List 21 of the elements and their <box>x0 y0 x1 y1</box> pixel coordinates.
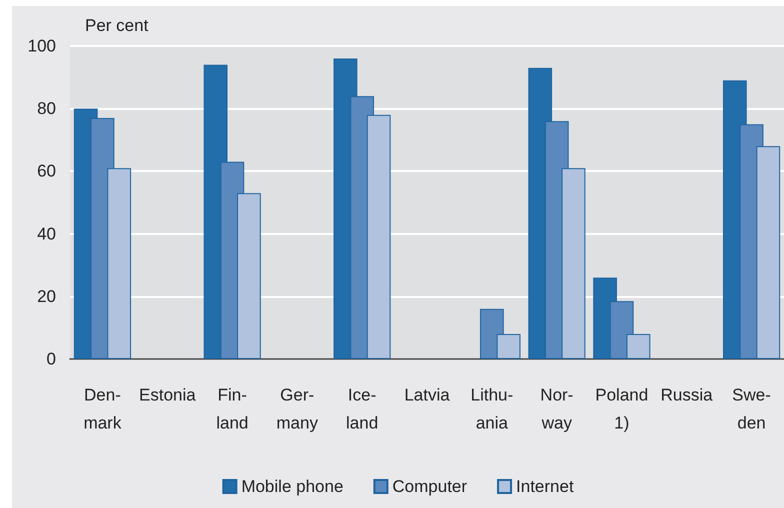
x-tick-label: Fin- land <box>216 386 248 432</box>
x-tick-label: Nor- way <box>540 386 574 432</box>
y-tick-label: 0 <box>46 350 56 368</box>
y-tick-label: 80 <box>37 99 56 118</box>
y-tick-label: 100 <box>28 36 56 56</box>
y-axis-title: Per cent <box>85 16 149 35</box>
x-tick-label: Swe- den <box>732 386 771 432</box>
legend-label: Mobile phone <box>241 477 344 496</box>
x-tick-label: Den- mark <box>84 386 122 432</box>
x-tick-label: Russia <box>660 386 714 404</box>
y-tick-label: 60 <box>37 162 56 181</box>
x-tick-label: Lithu- ania <box>470 386 514 432</box>
legend-label: Internet <box>516 477 574 496</box>
x-tick-label: Ice- land <box>346 386 378 432</box>
y-tick-label: 20 <box>37 286 56 306</box>
x-tick-label: Estonia <box>139 386 196 404</box>
y-tick-label: 40 <box>37 224 56 244</box>
x-tick-label: Poland 1) <box>595 386 648 432</box>
legend-label: Computer <box>392 477 468 496</box>
x-tick-label: Ger- many <box>276 386 318 432</box>
x-tick-label: Latvia <box>404 386 450 404</box>
